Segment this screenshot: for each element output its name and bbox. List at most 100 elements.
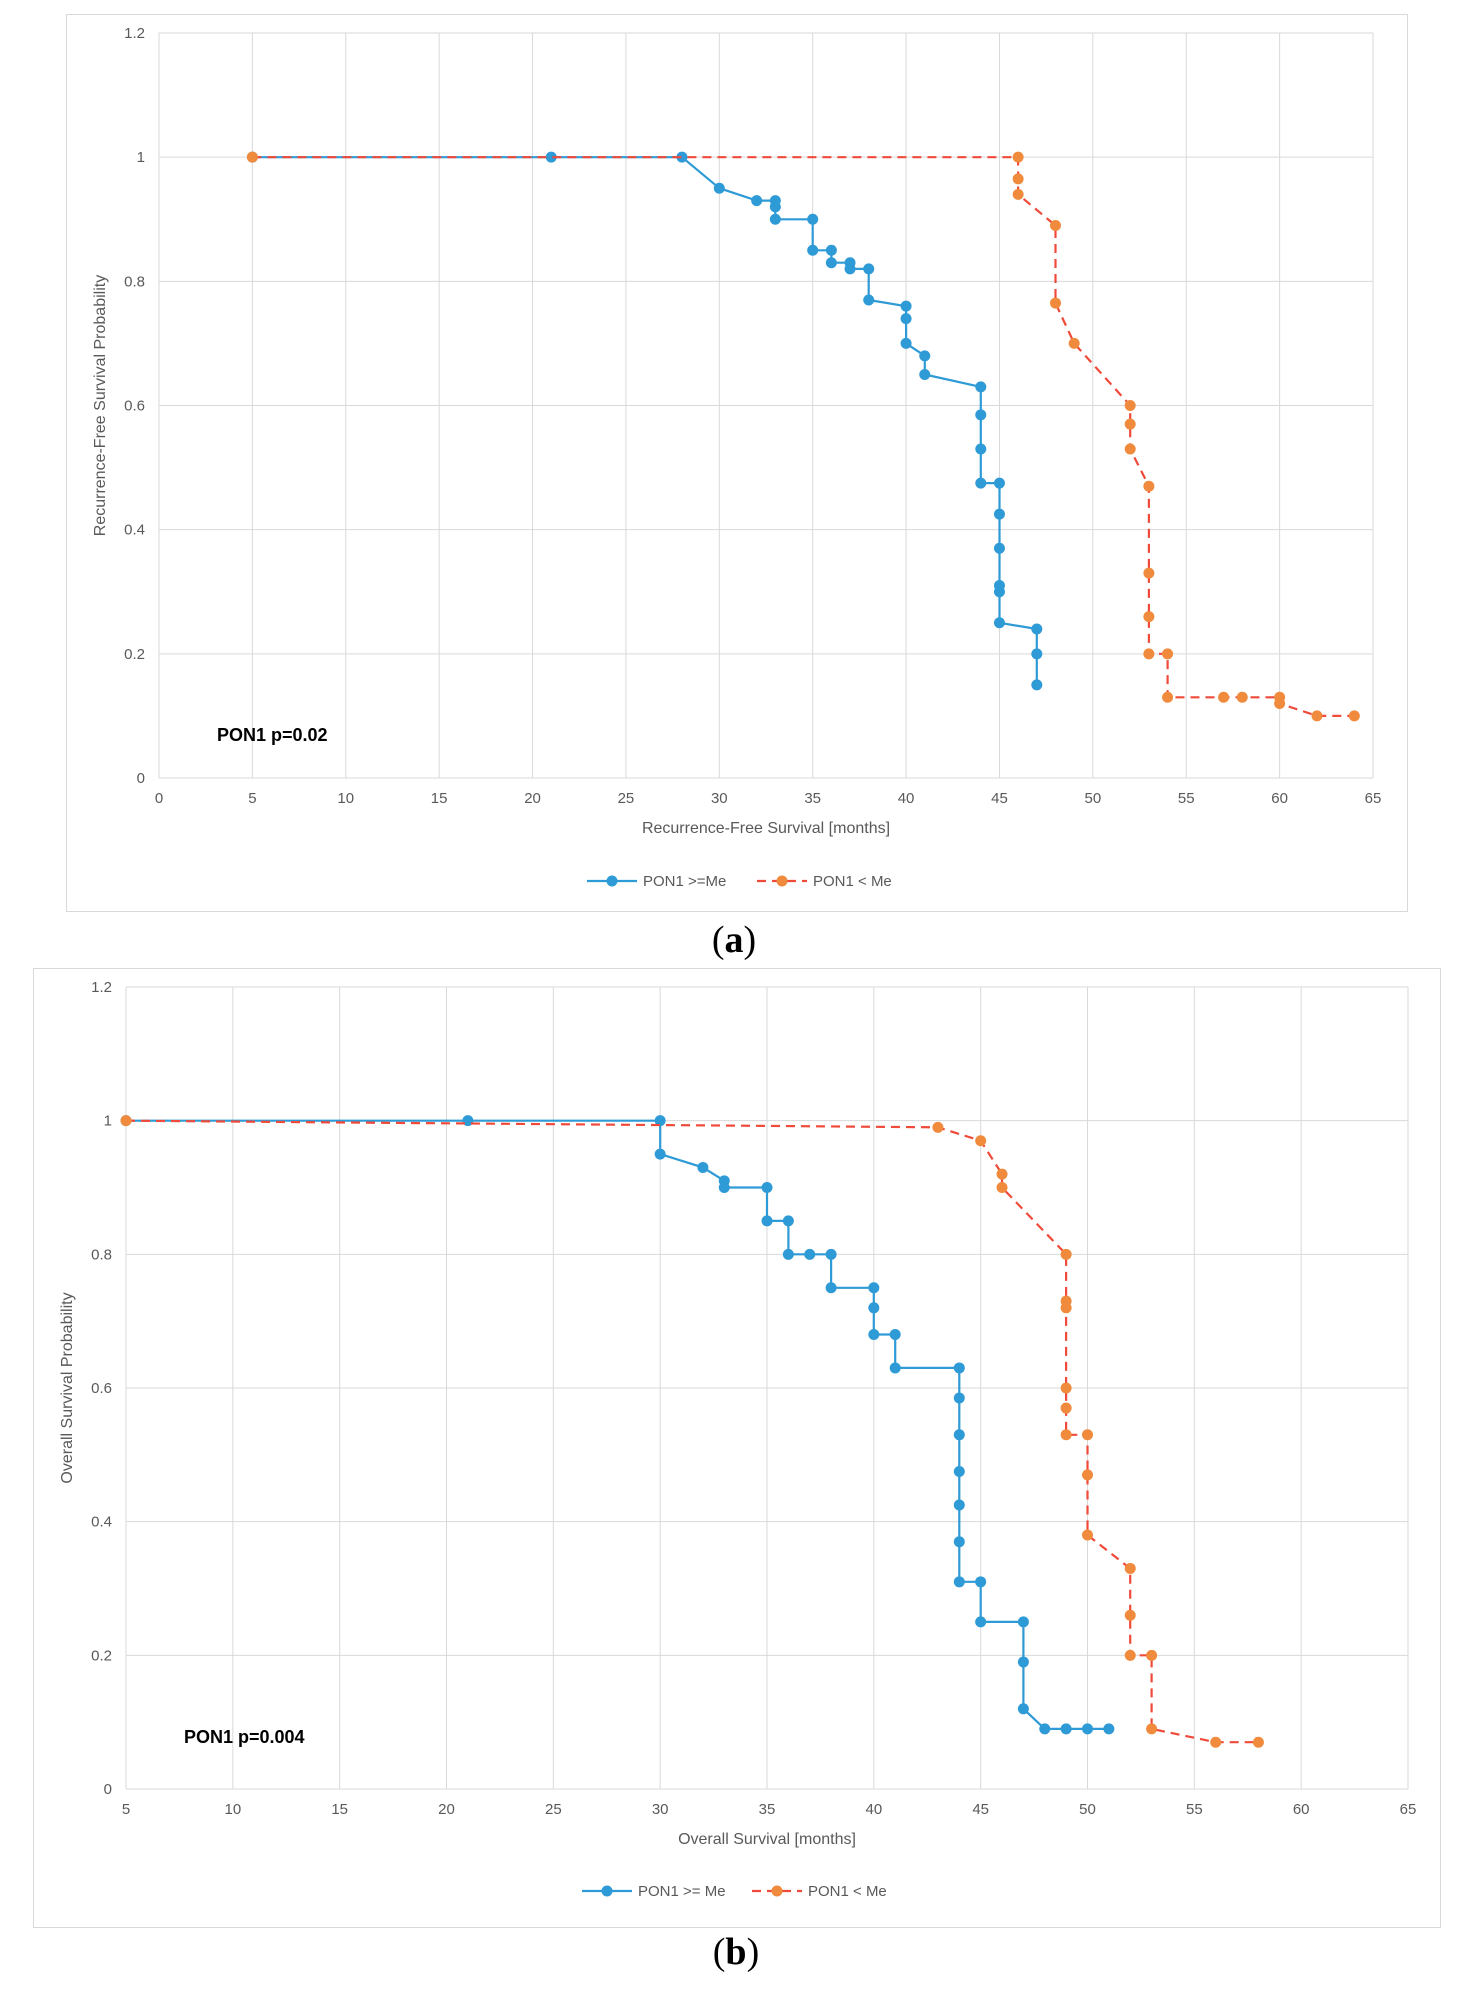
data-point-b-0-23 — [953, 1499, 965, 1511]
data-point-a-0-30 — [993, 617, 1005, 629]
data-point-a-1-17 — [1236, 691, 1248, 703]
data-point-a-0-25 — [993, 477, 1005, 489]
data-point-b-0-14 — [868, 1282, 880, 1294]
series-line-a-0 — [252, 156, 1038, 685]
data-point-b-0-22 — [953, 1466, 965, 1478]
data-point-b-1-14 — [1124, 1562, 1136, 1574]
y-tick-label-a-3: 0.6 — [124, 398, 145, 415]
x-tick-label-b-11: 60 — [1293, 1801, 1310, 1818]
y-tick-label-b-3: 0.6 — [91, 1380, 112, 1397]
p-value-annotation-a: PON1 p=0.02 — [217, 725, 328, 745]
x-tick-label-a-6: 30 — [711, 790, 728, 807]
data-point-a-0-11 — [825, 257, 837, 269]
data-point-b-1-3 — [996, 1168, 1008, 1180]
data-point-a-1-14 — [1162, 648, 1174, 660]
data-point-a-0-14 — [863, 263, 875, 275]
y-tick-label-a-0: 0 — [137, 770, 145, 787]
data-point-b-1-4 — [996, 1182, 1008, 1193]
series-line-a-1 — [252, 156, 1355, 718]
data-point-b-0-25 — [953, 1576, 965, 1588]
data-point-b-0-19 — [953, 1362, 965, 1374]
data-point-a-0-26 — [993, 508, 1005, 520]
data-point-a-0-13 — [844, 263, 856, 275]
y-tick-label-a-2: 0.4 — [124, 522, 145, 539]
data-point-a-1-20 — [1311, 710, 1323, 722]
y-tick-label-a-4: 0.8 — [124, 273, 145, 290]
y-tick-label-a-6: 1.2 — [124, 25, 145, 42]
data-point-a-1-16 — [1218, 691, 1230, 703]
data-point-a-1-0 — [246, 151, 258, 163]
data-point-a-0-23 — [975, 443, 987, 455]
x-tick-label-a-10: 50 — [1085, 790, 1102, 807]
data-point-b-1-13 — [1082, 1529, 1093, 1541]
y-tick-label-b-2: 0.4 — [91, 1514, 112, 1531]
x-tick-label-a-8: 40 — [898, 790, 915, 807]
data-point-b-0-16 — [868, 1329, 880, 1341]
data-point-a-0-32 — [1031, 648, 1043, 660]
data-point-a-0-29 — [993, 586, 1005, 598]
data-point-a-0-15 — [863, 294, 875, 306]
caption-a-close: ) — [743, 919, 757, 961]
data-point-b-1-20 — [1252, 1736, 1264, 1748]
chart-svg-a: 0 5 10 15 20 25 30 35 40 45 50 55 60 65 0 0.2 0.4 0.6 0.8 1… — [92, 25, 1382, 890]
data-point-a-0-19 — [919, 350, 931, 362]
data-point-b-0-30 — [1017, 1703, 1029, 1715]
data-point-a-0-3 — [713, 182, 725, 194]
data-point-b-0-27 — [975, 1616, 987, 1628]
data-point-a-0-16 — [900, 300, 912, 312]
data-point-b-1-2 — [975, 1135, 987, 1147]
data-point-b-1-5 — [1060, 1248, 1072, 1260]
data-point-b-1-9 — [1060, 1402, 1072, 1414]
data-point-b-0-10 — [782, 1248, 794, 1260]
caption-b-letter: b — [725, 1931, 747, 1973]
legend-marker-b-0 — [601, 1885, 613, 1897]
data-point-b-1-7 — [1060, 1302, 1072, 1314]
data-point-a-0-10 — [825, 244, 837, 256]
data-point-b-1-12 — [1082, 1469, 1093, 1481]
data-point-b-1-11 — [1082, 1429, 1093, 1441]
data-point-a-1-21 — [1348, 710, 1360, 722]
y-tick-label-b-0: 0 — [104, 1781, 112, 1798]
x-tick-label-b-6: 35 — [759, 1801, 776, 1818]
x-tick-label-a-2: 10 — [337, 790, 354, 807]
data-point-a-1-19 — [1274, 698, 1286, 709]
data-point-a-0-18 — [900, 337, 912, 349]
data-point-a-0-20 — [919, 368, 931, 380]
x-tick-label-a-1: 5 — [248, 790, 256, 807]
y-tick-label-b-5: 1 — [104, 1113, 112, 1130]
legend-label-a-1: PON1 < Me — [813, 873, 892, 890]
data-point-a-0-33 — [1031, 679, 1043, 691]
data-point-b-0-7 — [761, 1182, 773, 1193]
data-point-a-1-1 — [1012, 151, 1024, 163]
data-point-b-0-33 — [1082, 1723, 1093, 1735]
x-tick-label-b-2: 15 — [331, 1801, 348, 1818]
data-point-b-0-17 — [889, 1329, 901, 1341]
legend-label-b-1: PON1 < Me — [808, 1883, 887, 1900]
legend-marker-b-1 — [771, 1885, 783, 1897]
x-tick-label-b-5: 30 — [652, 1801, 669, 1818]
data-point-b-0-26 — [975, 1576, 987, 1588]
series-line-b-0 — [126, 1119, 1109, 1731]
data-point-b-0-6 — [718, 1182, 730, 1193]
data-point-b-0-32 — [1060, 1723, 1072, 1735]
data-point-a-0-31 — [1031, 623, 1043, 635]
x-tick-label-a-3: 15 — [431, 790, 448, 807]
data-point-b-1-16 — [1124, 1649, 1136, 1661]
data-point-b-0-28 — [1017, 1616, 1029, 1628]
x-tick-label-a-7: 35 — [804, 790, 821, 807]
x-tick-label-b-10: 55 — [1186, 1801, 1203, 1818]
legend-label-a-0: PON1 >=Me — [643, 873, 726, 890]
x-tick-label-a-13: 65 — [1365, 790, 1382, 807]
legend-marker-a-1 — [776, 875, 788, 887]
data-point-a-1-7 — [1124, 400, 1136, 411]
data-point-a-0-24 — [975, 477, 987, 489]
data-point-b-1-1 — [932, 1121, 944, 1133]
data-point-a-1-13 — [1143, 648, 1155, 660]
data-point-a-1-2 — [1012, 173, 1024, 185]
data-point-a-1-5 — [1049, 297, 1061, 309]
data-point-b-0-18 — [889, 1362, 901, 1374]
chart-svg-b: 5 10 15 20 25 30 35 40 45 50 55 60 65 0 0.2 0.4 0.6 0.8 1 1… — [59, 979, 1416, 1900]
data-point-a-1-9 — [1124, 443, 1136, 455]
data-point-a-1-12 — [1143, 611, 1155, 623]
data-point-b-1-19 — [1210, 1736, 1222, 1748]
